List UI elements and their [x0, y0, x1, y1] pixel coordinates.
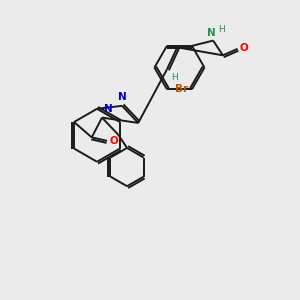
Text: N: N — [104, 104, 113, 114]
Text: N: N — [207, 28, 216, 38]
Text: H: H — [171, 73, 178, 82]
Text: H: H — [218, 25, 225, 34]
Text: O: O — [240, 43, 249, 53]
Text: O: O — [110, 136, 119, 146]
Text: N: N — [118, 92, 126, 102]
Text: Br: Br — [175, 84, 188, 94]
